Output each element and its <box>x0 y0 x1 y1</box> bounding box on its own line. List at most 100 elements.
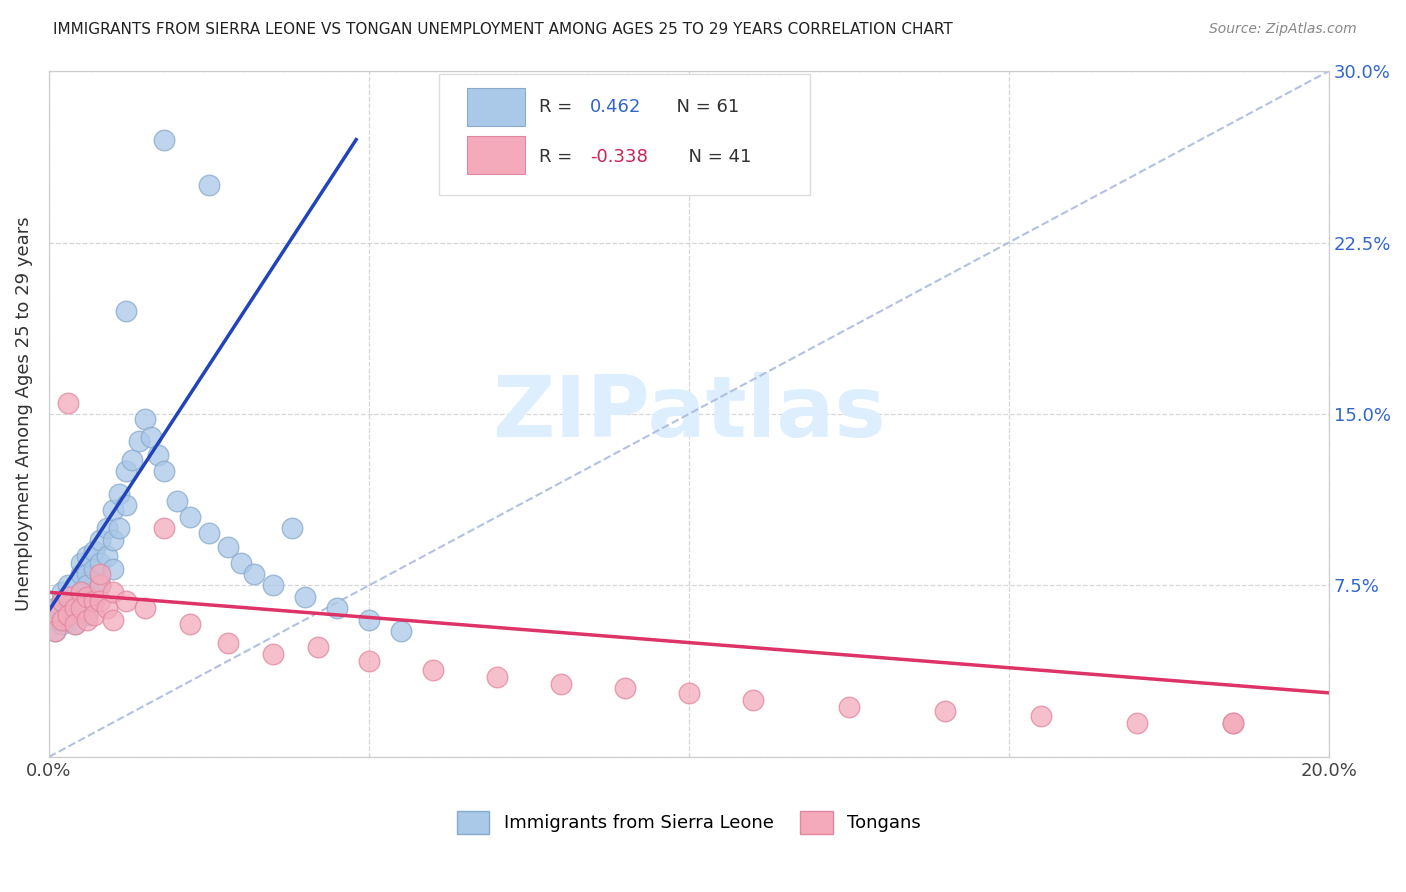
Point <box>70 585 93 599</box>
Text: IMMIGRANTS FROM SIERRA LEONE VS TONGAN UNEMPLOYMENT AMONG AGES 25 TO 29 YEARS CO: IMMIGRANTS FROM SIERRA LEONE VS TONGAN U… <box>53 22 953 37</box>
Point <box>262 578 284 592</box>
Point <box>63 601 86 615</box>
Point <box>166 493 188 508</box>
Point <box>56 608 79 623</box>
Point <box>63 601 86 615</box>
Text: R =: R = <box>538 148 578 166</box>
Point <box>51 594 73 608</box>
Point <box>550 676 572 690</box>
Point <box>89 578 111 592</box>
Point <box>198 525 221 540</box>
Point <box>56 608 79 623</box>
Point <box>76 549 98 563</box>
Point <box>70 556 93 570</box>
Point <box>89 594 111 608</box>
Point <box>108 487 131 501</box>
Text: ZIPatlas: ZIPatlas <box>492 373 886 456</box>
Point <box>44 608 66 623</box>
Point <box>89 566 111 581</box>
Point <box>242 566 264 581</box>
Point <box>134 601 156 615</box>
Point <box>485 670 508 684</box>
Point <box>153 521 176 535</box>
Point <box>70 585 93 599</box>
Point <box>51 613 73 627</box>
Point <box>51 594 73 608</box>
Text: R =: R = <box>538 98 578 117</box>
Point <box>83 590 105 604</box>
Point <box>1126 715 1149 730</box>
Point <box>56 601 79 615</box>
Point <box>70 566 93 581</box>
Legend: Immigrants from Sierra Leone, Tongans: Immigrants from Sierra Leone, Tongans <box>450 804 928 841</box>
Point <box>83 544 105 558</box>
Point <box>101 533 124 547</box>
Point <box>357 654 380 668</box>
Point <box>96 549 118 563</box>
Point <box>198 178 221 193</box>
Point <box>63 578 86 592</box>
Point <box>51 617 73 632</box>
Point <box>101 562 124 576</box>
Point <box>96 601 118 615</box>
Point <box>70 601 93 615</box>
Point <box>179 617 201 632</box>
Point <box>357 613 380 627</box>
Point <box>153 464 176 478</box>
Text: -0.338: -0.338 <box>591 148 648 166</box>
Point <box>101 585 124 599</box>
FancyBboxPatch shape <box>467 136 524 174</box>
Point <box>281 521 304 535</box>
Point <box>179 509 201 524</box>
Point <box>44 613 66 627</box>
Y-axis label: Unemployment Among Ages 25 to 29 years: Unemployment Among Ages 25 to 29 years <box>15 217 32 611</box>
Point <box>108 521 131 535</box>
Point <box>217 540 239 554</box>
Point <box>326 601 349 615</box>
Point <box>56 590 79 604</box>
Point <box>56 590 79 604</box>
Point <box>56 395 79 409</box>
Point <box>229 556 252 570</box>
Point <box>121 452 143 467</box>
Point <box>741 692 763 706</box>
Text: N = 61: N = 61 <box>665 98 738 117</box>
Point <box>70 601 93 615</box>
Point <box>76 566 98 581</box>
Point <box>217 635 239 649</box>
Point <box>262 647 284 661</box>
Point <box>678 686 700 700</box>
Point <box>1222 715 1244 730</box>
Point <box>83 608 105 623</box>
Point <box>51 585 73 599</box>
Point <box>56 613 79 627</box>
Point <box>101 613 124 627</box>
Point <box>63 617 86 632</box>
Text: N = 41: N = 41 <box>678 148 752 166</box>
Point <box>134 411 156 425</box>
Point <box>141 430 163 444</box>
Point <box>146 448 169 462</box>
Point <box>83 562 105 576</box>
Point <box>44 624 66 639</box>
Point <box>838 699 860 714</box>
Point <box>114 499 136 513</box>
Point <box>128 434 150 449</box>
Point <box>76 590 98 604</box>
Point <box>76 613 98 627</box>
Point <box>96 521 118 535</box>
Point <box>422 663 444 677</box>
Text: 0.462: 0.462 <box>591 98 641 117</box>
Point <box>114 594 136 608</box>
Point <box>934 704 956 718</box>
Point <box>613 681 636 696</box>
Point <box>114 304 136 318</box>
Point <box>76 608 98 623</box>
Point <box>76 578 98 592</box>
Point <box>89 556 111 570</box>
Text: Source: ZipAtlas.com: Source: ZipAtlas.com <box>1209 22 1357 37</box>
Point <box>63 617 86 632</box>
Point <box>83 594 105 608</box>
Point <box>307 640 329 654</box>
Point <box>51 613 73 627</box>
